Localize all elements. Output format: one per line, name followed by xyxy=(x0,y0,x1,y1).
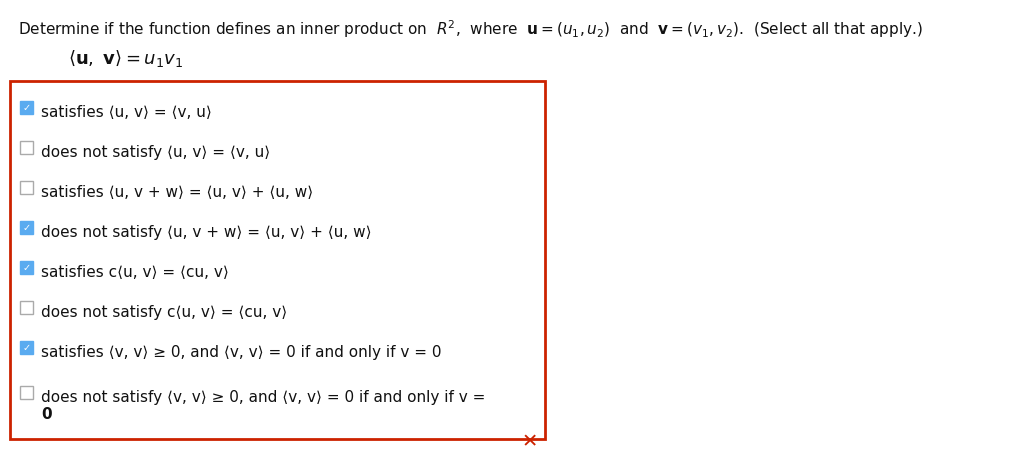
Text: satisfies ⟨u, v + w⟩ = ⟨u, v⟩ + ⟨u, w⟩: satisfies ⟨u, v + w⟩ = ⟨u, v⟩ + ⟨u, w⟩ xyxy=(41,185,313,200)
Bar xyxy=(10,82,545,439)
Text: satisfies ⟨u, v⟩ = ⟨v, u⟩: satisfies ⟨u, v⟩ = ⟨v, u⟩ xyxy=(41,105,212,120)
Text: does not satisfy c⟨u, v⟩ = ⟨cu, v⟩: does not satisfy c⟨u, v⟩ = ⟨cu, v⟩ xyxy=(41,304,288,319)
Text: ✓: ✓ xyxy=(23,342,31,352)
Bar xyxy=(20,261,33,274)
Text: ✓: ✓ xyxy=(23,223,31,233)
Text: does not satisfy ⟨u, v + w⟩ = ⟨u, v⟩ + ⟨u, w⟩: does not satisfy ⟨u, v + w⟩ = ⟨u, v⟩ + ⟨… xyxy=(41,224,372,240)
Text: ✕: ✕ xyxy=(522,431,539,450)
Text: satisfies c⟨u, v⟩ = ⟨cu, v⟩: satisfies c⟨u, v⟩ = ⟨cu, v⟩ xyxy=(41,264,229,280)
Text: Determine if the function defines an inner product on  $R^2$,  where  $\mathbf{u: Determine if the function defines an inn… xyxy=(18,18,923,39)
Bar xyxy=(20,301,33,314)
Text: ✓: ✓ xyxy=(23,103,31,113)
Text: 0: 0 xyxy=(41,406,51,421)
Bar xyxy=(20,386,33,398)
Bar xyxy=(20,141,33,154)
Text: $\langle\mathbf{u},\ \mathbf{v}\rangle = u_1v_1$: $\langle\mathbf{u},\ \mathbf{v}\rangle =… xyxy=(68,48,183,69)
Bar xyxy=(20,101,33,114)
Text: ✓: ✓ xyxy=(23,263,31,272)
Bar xyxy=(20,221,33,234)
Text: does not satisfy ⟨u, v⟩ = ⟨v, u⟩: does not satisfy ⟨u, v⟩ = ⟨v, u⟩ xyxy=(41,145,270,160)
Text: satisfies ⟨v, v⟩ ≥ 0, and ⟨v, v⟩ = 0 if and only if v = 0: satisfies ⟨v, v⟩ ≥ 0, and ⟨v, v⟩ = 0 if … xyxy=(41,344,441,359)
Bar xyxy=(20,341,33,354)
Bar xyxy=(20,181,33,194)
Text: does not satisfy ⟨v, v⟩ ≥ 0, and ⟨v, v⟩ = 0 if and only if v =: does not satisfy ⟨v, v⟩ ≥ 0, and ⟨v, v⟩ … xyxy=(41,389,485,404)
